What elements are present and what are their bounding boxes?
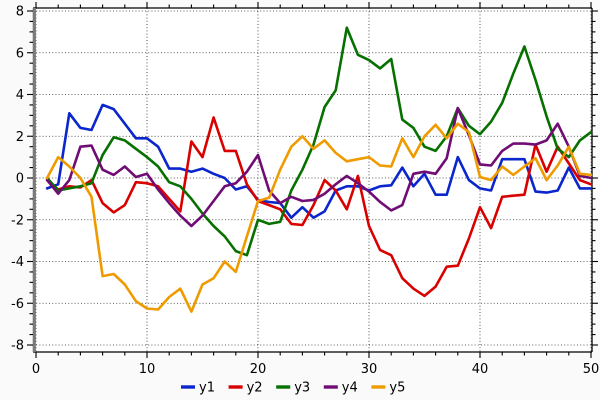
y-axis-label: -8 — [11, 339, 24, 354]
plot-area — [33, 8, 592, 352]
x-axis-label: 0 — [32, 362, 40, 377]
plot-frame — [33, 7, 593, 353]
legend-label-y3: y3 — [294, 381, 310, 396]
legend-label-y4: y4 — [342, 381, 358, 396]
legend: y1 y2 y3 y4 y5 — [181, 381, 405, 396]
x-axis-label: 20 — [250, 362, 267, 377]
series-y1 — [45, 103, 593, 219]
x-axis-label: 40 — [472, 362, 489, 377]
x-axis-label: 10 — [139, 362, 156, 377]
y-axis-label: 0 — [16, 172, 24, 187]
series-y5 — [45, 122, 593, 313]
x-axis-label: 50 — [583, 362, 600, 377]
ticks — [27, 2, 598, 358]
legend-label-y5: y5 — [389, 381, 405, 396]
series-y3 — [45, 26, 593, 257]
legend-label-y1: y1 — [199, 381, 215, 396]
y-axis-label: 2 — [16, 130, 24, 145]
y-axis-label: 8 — [16, 5, 24, 20]
series-y2 — [45, 116, 593, 298]
x-axis-label: 30 — [361, 362, 378, 377]
y-axis-label: -2 — [11, 213, 24, 228]
y-axis-label: -6 — [11, 297, 24, 312]
y-axis-label: 6 — [16, 46, 24, 61]
legend-label-y2: y2 — [247, 381, 263, 396]
grid — [33, 8, 592, 352]
series-y4 — [45, 106, 593, 228]
y-axis-label: -4 — [11, 255, 24, 270]
y-axis-label: 4 — [16, 88, 24, 103]
tick-labels: -8 -6 -4 -2 0 2 4 6 8 0 10 20 30 40 50 — [11, 5, 599, 378]
